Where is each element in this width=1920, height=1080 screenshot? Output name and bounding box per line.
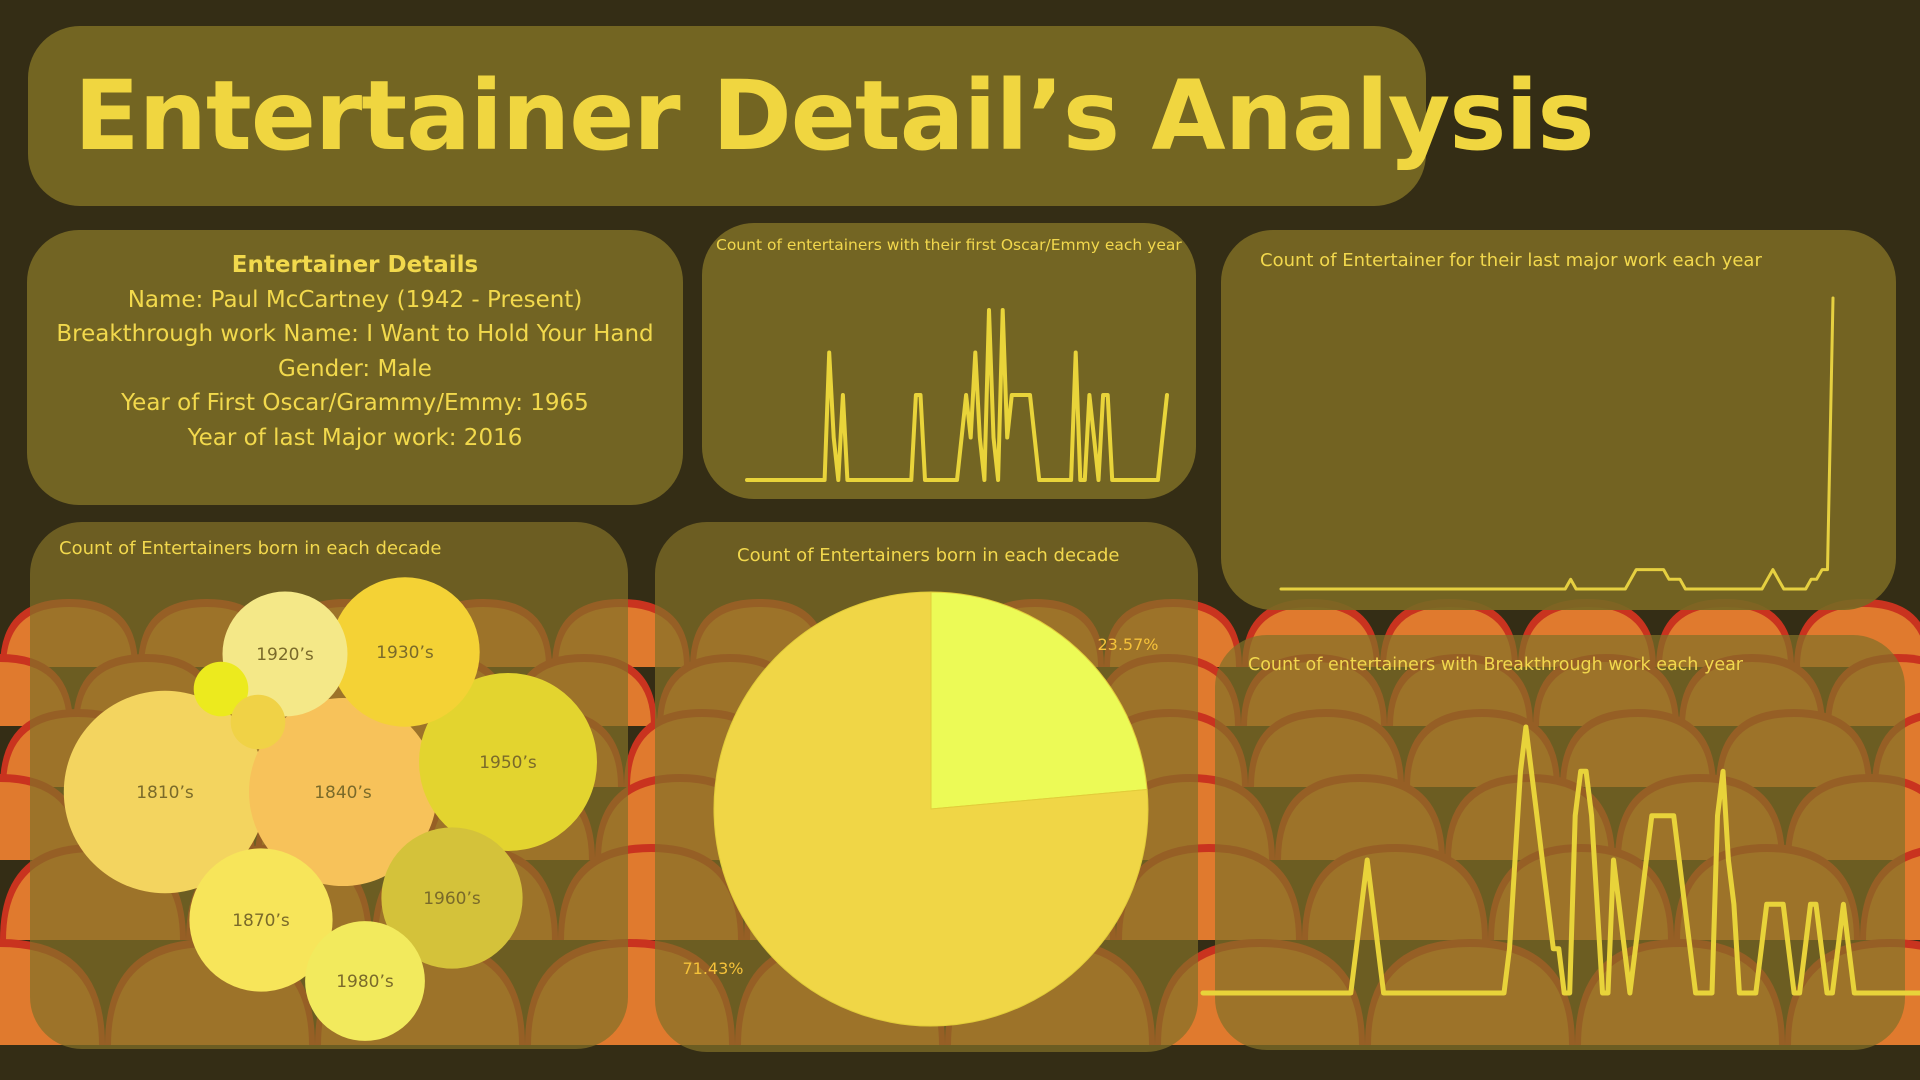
series-line	[745, 308, 1169, 482]
breakthrough-chart-panel	[1215, 635, 1905, 1050]
pie-chart-title: Count of Entertainers born in each decad…	[737, 545, 1120, 566]
bubble-label: 1960’s	[423, 889, 481, 909]
bubble-chart-title: Count of Entertainers born in each decad…	[59, 538, 442, 559]
bubble-1920’s	[222, 591, 348, 717]
pie-slice	[713, 591, 1149, 1027]
details-last-work: Year of last Major work: 2016	[187, 424, 523, 451]
bubble-label: 1930’s	[376, 643, 434, 663]
bubble-1930’s	[330, 577, 480, 727]
details-heading: Entertainer Details	[231, 252, 479, 278]
bubble-1870’s	[189, 848, 333, 992]
pie-slice-label: 71.43%	[682, 959, 743, 978]
pie-slice	[930, 591, 1148, 810]
pie-slice-label: 23.57%	[1097, 635, 1158, 654]
bubble-label: 1950’s	[479, 753, 537, 773]
bubble-label: 1980’s	[336, 972, 394, 992]
series-line	[1200, 724, 1920, 996]
bubble-label: 1810’s	[136, 783, 194, 803]
bubble-1980’s	[305, 921, 425, 1041]
page-title: Entertainer Detail’s Analysis	[74, 60, 1594, 172]
entertainer-details-panel	[27, 230, 683, 505]
series-line	[1279, 296, 1835, 591]
bubble-small	[193, 661, 249, 717]
details-name: Name: Paul McCartney (1942 - Present)	[127, 286, 583, 313]
bubble-1840’s	[249, 698, 437, 886]
last-work-chart-panel	[1221, 230, 1896, 610]
bubble-1960’s	[381, 827, 523, 969]
entertainer-details-text: Entertainer Details Name: Paul McCartney…	[27, 248, 683, 455]
first-award-chart-title: Count of entertainers with their first O…	[716, 236, 1182, 254]
breakthrough-chart-title: Count of entertainers with Breakthrough …	[1248, 655, 1743, 675]
bubble-1950’s	[419, 673, 597, 851]
bubble-1810’s	[63, 690, 267, 894]
bubble-label: 1920’s	[256, 645, 314, 665]
bubble-label: 1870’s	[232, 911, 290, 931]
bubble-label: 1840’s	[314, 783, 372, 803]
details-gender: Gender: Male	[278, 355, 432, 382]
bubble-small	[230, 694, 286, 750]
details-first-award: Year of First Oscar/Grammy/Emmy: 1965	[121, 390, 589, 416]
last-work-chart-title: Count of Entertainer for their last majo…	[1260, 250, 1762, 271]
title-panel	[28, 26, 1426, 206]
details-breakthrough: Breakthrough work Name: I Want to Hold Y…	[56, 321, 654, 347]
first-award-chart-panel	[702, 223, 1196, 499]
